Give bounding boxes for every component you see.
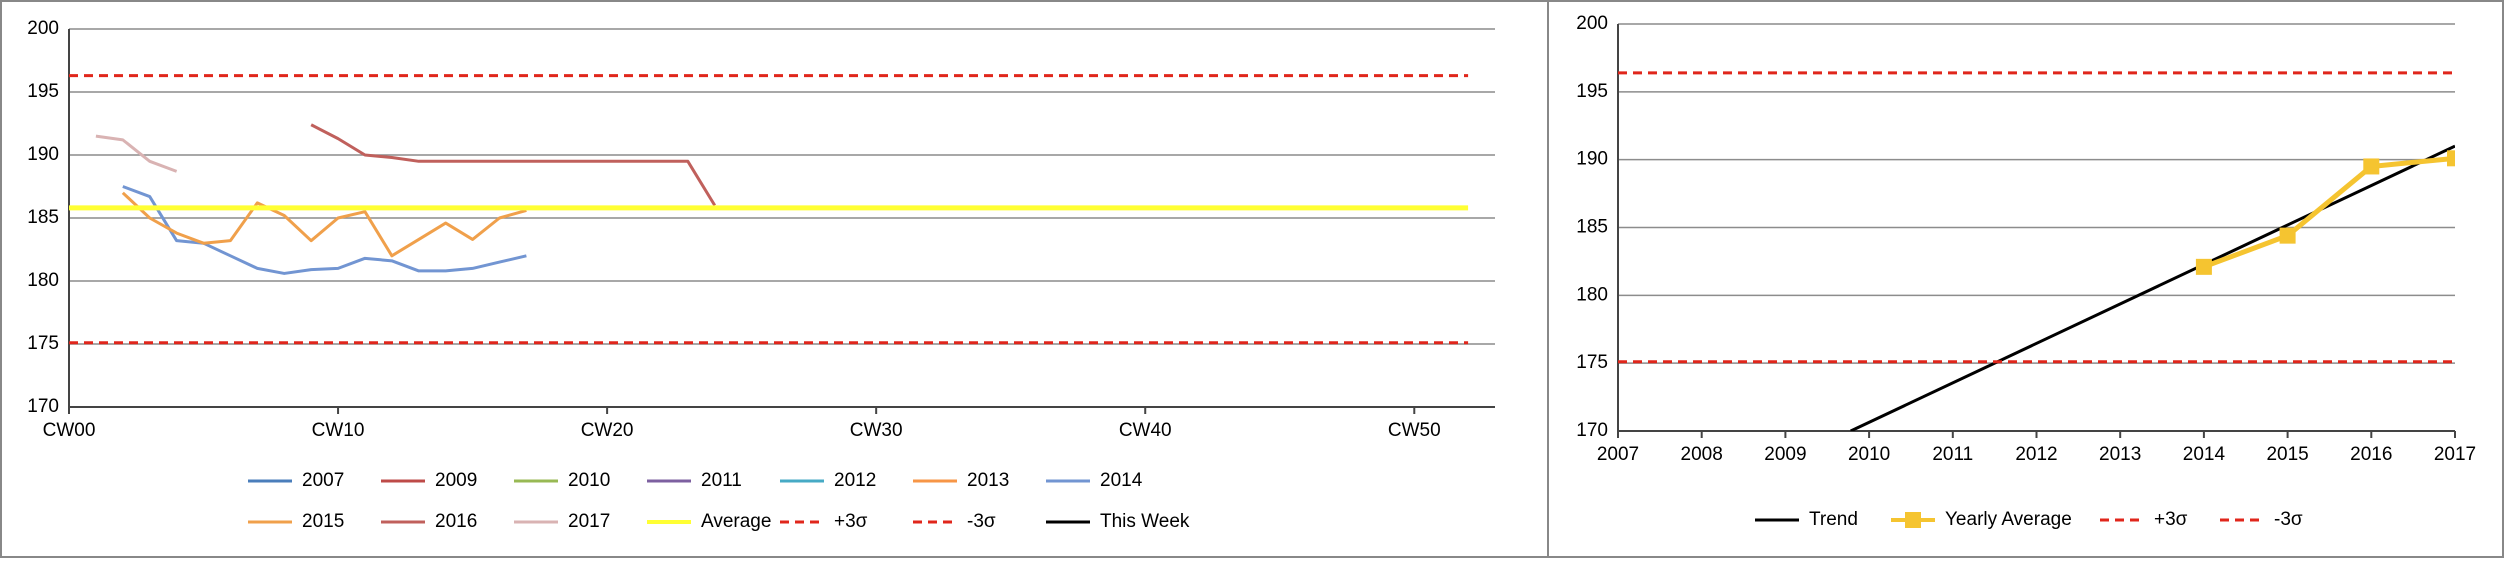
x-tick-label: 2015 (2266, 444, 2308, 465)
plot (1618, 71, 2455, 431)
legend-marker (1905, 512, 1921, 528)
y-tick-label: 175 (27, 333, 59, 354)
series-line (310, 123, 717, 207)
legend-label: 2011 (701, 470, 742, 491)
y-tick-label: 175 (1576, 352, 1608, 373)
series-line (95, 134, 178, 173)
series-line (1850, 144, 2455, 431)
y-tick-label: 170 (1576, 420, 1608, 441)
x-tick-label: 2013 (2099, 444, 2141, 465)
x-tick-label: 2011 (1932, 444, 1973, 465)
series-line (121, 191, 527, 258)
marker (2447, 150, 2455, 167)
legend-label: 2007 (302, 470, 344, 491)
series-line (2203, 155, 2455, 270)
y-tick-label: 170 (27, 396, 59, 417)
series-line (122, 185, 527, 275)
y-tick-label: 200 (27, 18, 59, 39)
x-tick-label: 2012 (2015, 444, 2057, 465)
x-tick-label: 2010 (1848, 444, 1890, 465)
x-tick-label: 2014 (2183, 444, 2226, 465)
y-tick-label: 190 (1576, 149, 1608, 170)
y-tick-label: 180 (27, 270, 59, 291)
legend-label: +3σ (2154, 509, 2188, 530)
x-tick-label: CW50 (1388, 420, 1441, 441)
x-tick-label: CW40 (1119, 420, 1172, 441)
y-tick-label: 185 (1576, 217, 1608, 238)
x-tick-label: CW30 (850, 420, 903, 441)
plot (69, 74, 1469, 345)
marker (2279, 227, 2296, 244)
legend-label: 2010 (568, 470, 610, 491)
x-tick-label: 2008 (1681, 444, 1723, 465)
legend-label: This Week (1100, 511, 1190, 532)
marker (2195, 258, 2212, 275)
x-tick-label: 2017 (2434, 444, 2476, 465)
legend-label: -3σ (2274, 509, 2303, 530)
y-tick-label: 200 (1576, 13, 1608, 34)
legend-label: 2014 (1100, 470, 1143, 491)
legend-label: 2015 (302, 511, 344, 532)
legend-label: -3σ (967, 511, 996, 532)
legend-label: Trend (1809, 509, 1858, 530)
y-tick-label: 195 (1576, 81, 1608, 102)
legend-label: 2009 (435, 470, 477, 491)
legend-label: 2013 (967, 470, 1009, 491)
legend-label: Average (701, 511, 771, 532)
legend-label: 2016 (435, 511, 477, 532)
legend-label: Yearly Average (1945, 509, 2072, 530)
y-tick-label: 185 (27, 207, 59, 228)
y-tick-label: 190 (27, 144, 59, 165)
x-tick-label: 2016 (2350, 444, 2392, 465)
x-tick-label: CW20 (581, 420, 634, 441)
legend-label: +3σ (834, 511, 868, 532)
x-tick-label: 2007 (1597, 444, 1639, 465)
x-tick-label: CW10 (312, 420, 365, 441)
x-tick-label: 2009 (1764, 444, 1806, 465)
x-tick-label: CW00 (43, 420, 96, 441)
y-tick-label: 180 (1576, 284, 1608, 305)
marker (2363, 158, 2380, 175)
legend-label: 2017 (568, 511, 610, 532)
y-tick-label: 195 (27, 81, 59, 102)
legend-label: 2012 (834, 470, 876, 491)
